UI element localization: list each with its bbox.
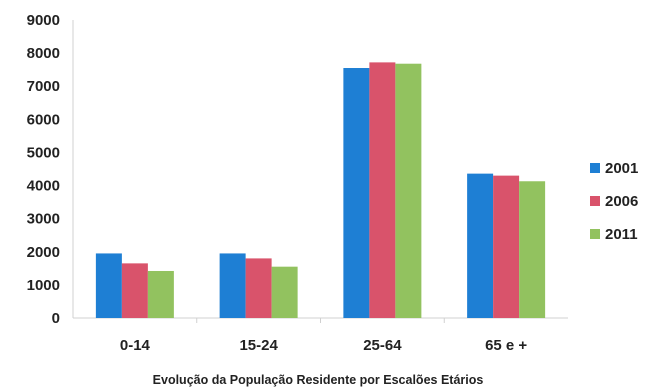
x-tick-label: 25-64 bbox=[363, 337, 402, 354]
bar bbox=[121, 263, 148, 318]
y-tick-label: 3000 bbox=[27, 211, 60, 228]
bar bbox=[493, 175, 520, 318]
y-tick-label: 8000 bbox=[27, 45, 60, 62]
legend-label: 2001 bbox=[605, 160, 638, 177]
legend-label: 2011 bbox=[605, 226, 638, 243]
x-axis-ticks: 0-14 15-24 25-64 65 e + bbox=[120, 337, 528, 354]
bar bbox=[95, 253, 122, 318]
legend-swatch bbox=[590, 229, 600, 239]
y-tick-label: 9000 bbox=[27, 12, 60, 29]
y-tick-label: 6000 bbox=[27, 111, 60, 128]
bar bbox=[395, 63, 422, 318]
y-tick-label: 4000 bbox=[27, 178, 60, 195]
bar bbox=[219, 253, 246, 318]
y-tick-label: 5000 bbox=[27, 144, 60, 161]
legend: 2001 2006 2011 bbox=[590, 160, 638, 243]
y-tick-label: 0 bbox=[52, 310, 60, 327]
bars bbox=[95, 62, 546, 319]
x-tick-label: 65 e + bbox=[485, 337, 527, 354]
legend-swatch bbox=[590, 163, 600, 173]
y-tick-label: 7000 bbox=[27, 78, 60, 95]
legend-swatch bbox=[590, 196, 600, 206]
x-tick-label: 0-14 bbox=[120, 337, 151, 354]
y-tick-label: 2000 bbox=[27, 244, 60, 261]
bar bbox=[467, 173, 494, 318]
bar bbox=[519, 181, 546, 318]
bar bbox=[343, 68, 370, 318]
bar bbox=[369, 62, 396, 319]
bar bbox=[147, 270, 174, 318]
bar bbox=[245, 258, 272, 318]
y-axis-ticks: 0 1000 2000 3000 4000 5000 6000 7000 8000 9000 bbox=[27, 12, 60, 327]
x-axis-label: Evolução da População Residente por Esca… bbox=[153, 373, 484, 387]
x-tick-label: 15-24 bbox=[239, 337, 278, 354]
y-tick-label: 1000 bbox=[27, 277, 60, 294]
bar bbox=[271, 266, 298, 318]
legend-label: 2006 bbox=[605, 193, 638, 210]
